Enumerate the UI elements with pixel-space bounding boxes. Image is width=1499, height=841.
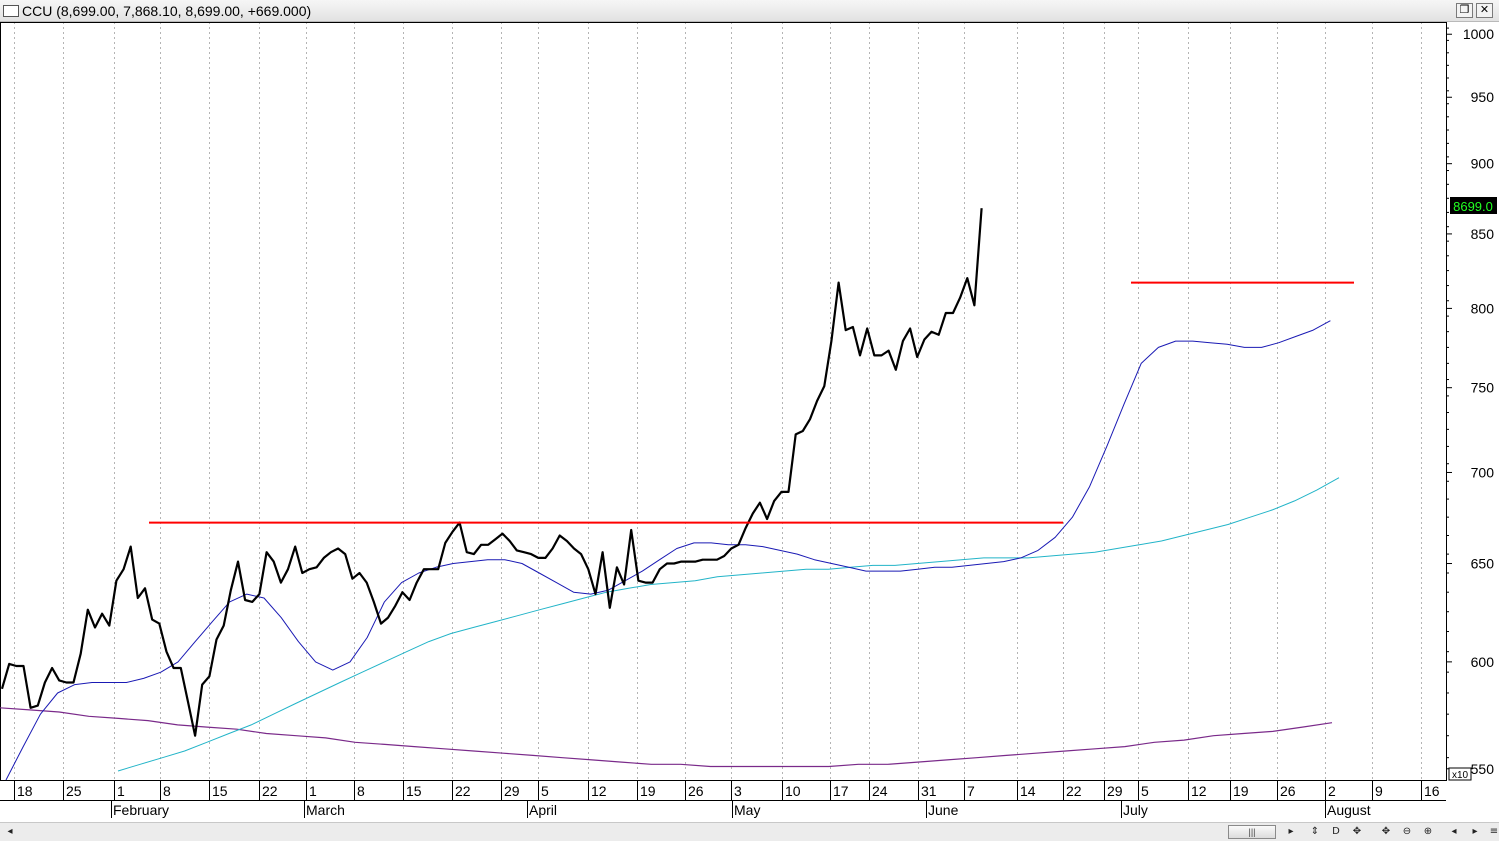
vertical-scale-icon[interactable]: ⇕ <box>1310 826 1320 837</box>
scroll-thumb[interactable]: ||| <box>1228 825 1276 839</box>
price-tick-label: 900 <box>1471 156 1495 172</box>
vertical-grid <box>14 22 1422 780</box>
date-tick-label: 12 <box>591 783 607 799</box>
scale-box-frame <box>1448 767 1472 781</box>
date-tick-label: 19 <box>640 783 656 799</box>
scroll-right-button[interactable]: ▸ <box>1288 826 1294 837</box>
date-tick-label: 26 <box>1280 783 1296 799</box>
price-tick-label: 700 <box>1471 464 1495 480</box>
chart-window-icon <box>3 5 19 17</box>
zoom-out-icon[interactable]: ⊖ <box>1402 826 1412 837</box>
step-back-icon[interactable]: ◂ <box>1451 826 1457 837</box>
date-tick-label: 5 <box>1141 783 1149 799</box>
price-tick-label: 550 <box>1471 761 1495 777</box>
month-label: July <box>1123 802 1148 818</box>
date-tick-label: 1 <box>309 783 317 799</box>
short-moving-average-line <box>5 320 1331 781</box>
month-label: May <box>734 802 760 818</box>
window-title: CCU (8,699.00, 7,868.10, 8,699.00, +669.… <box>22 3 312 19</box>
date-tick-label: 24 <box>872 783 888 799</box>
date-tick-label: 1 <box>117 783 125 799</box>
long-moving-average-line <box>0 707 1333 768</box>
last-price-marker: 8699.0 <box>1450 197 1497 214</box>
month-label: April <box>529 802 557 818</box>
price-tick-label: 650 <box>1471 556 1495 572</box>
step-forward-icon[interactable]: ▸ <box>1472 826 1478 837</box>
scale-label: x10 <box>1452 770 1469 781</box>
date-tick-label: 15 <box>212 783 228 799</box>
date-tick-label: 5 <box>541 783 549 799</box>
date-tick-label: 17 <box>833 783 849 799</box>
close-button[interactable]: ✕ <box>1476 3 1493 18</box>
month-label: February <box>113 802 169 818</box>
series-layer <box>0 208 1340 781</box>
date-tick-label: 2 <box>1328 783 1336 799</box>
date-tick-label: 16 <box>1424 783 1440 799</box>
crosshair-icon[interactable]: ✥ <box>1381 826 1391 837</box>
date-tick-label: 22 <box>455 783 471 799</box>
restore-button[interactable]: ❐ <box>1456 3 1473 18</box>
price-tick-label: 600 <box>1471 654 1495 670</box>
medium-moving-average-line <box>117 477 1340 772</box>
plot-area-border <box>0 22 1447 781</box>
date-tick-label: 10 <box>785 783 801 799</box>
menu-icon[interactable]: ≡ <box>1489 826 1499 837</box>
price-tick-label: 950 <box>1471 89 1495 105</box>
price-tick-label: 800 <box>1471 300 1495 316</box>
date-tick-label: 22 <box>1066 783 1082 799</box>
period-daily-button[interactable]: D <box>1332 826 1340 837</box>
price-tick-label: 850 <box>1471 226 1495 242</box>
last-price-label: 8699.0 <box>1453 199 1493 214</box>
date-tick-label: 8 <box>163 783 171 799</box>
date-tick-label: 7 <box>967 783 975 799</box>
date-tick-label: 29 <box>504 783 520 799</box>
date-tick-label: 25 <box>66 783 82 799</box>
close-icon: ✕ <box>1479 4 1490 16</box>
price-tick-label: 1000 <box>1463 26 1494 42</box>
date-tick-label: 26 <box>688 783 704 799</box>
date-tick-label: 3 <box>734 783 742 799</box>
month-label: March <box>306 802 345 818</box>
date-tick-label: 29 <box>1107 783 1123 799</box>
month-label: August <box>1327 802 1371 818</box>
date-tick-label: 15 <box>406 783 422 799</box>
month-label: June <box>928 802 959 818</box>
horizontal-scrollbar[interactable]: ◂ ||| ▸ ⇕ D ✥ ✥ ⊖ ⊕ ◂ ▸ ≡ <box>0 822 1499 841</box>
date-axis[interactable]: 18 25 1 8 15 22 1 8 15 22 29 5 12 19 26 3 10 17 24 31 7 14 22 2… <box>0 780 1446 818</box>
scroll-left-button[interactable]: ◂ <box>7 826 13 837</box>
last-price-badge <box>1450 197 1497 214</box>
date-tick-label: 22 <box>262 783 278 799</box>
title-bar: CCU (8,699.00, 7,868.10, 8,699.00, +669.… <box>0 0 1499 22</box>
date-tick-label: 9 <box>1375 783 1383 799</box>
scale-box: x10 <box>1448 767 1472 781</box>
price-tick-label: 750 <box>1471 380 1495 396</box>
date-tick-label: 14 <box>1020 783 1036 799</box>
date-tick-label: 18 <box>17 783 33 799</box>
date-tick-label: 12 <box>1191 783 1207 799</box>
zoom-in-icon[interactable]: ⊕ <box>1423 826 1433 837</box>
date-tick-label: 8 <box>357 783 365 799</box>
move-icon[interactable]: ✥ <box>1352 826 1362 837</box>
price-line <box>0 208 983 737</box>
annotation-layer <box>149 281 1354 524</box>
date-tick-label: 31 <box>921 783 937 799</box>
price-axis[interactable]: 550 600 650 700 750 800 850 900 950 1000 <box>1446 26 1494 777</box>
date-tick-label: 19 <box>1233 783 1249 799</box>
restore-icon: ❐ <box>1459 4 1470 16</box>
